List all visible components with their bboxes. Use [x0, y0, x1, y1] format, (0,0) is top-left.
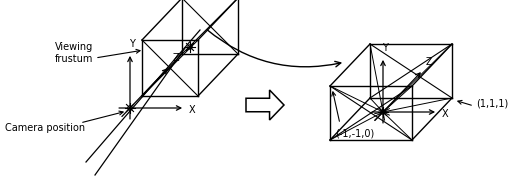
Text: Z: Z — [426, 57, 433, 67]
Text: X: X — [189, 105, 196, 115]
Text: Y: Y — [382, 43, 388, 53]
Text: Y: Y — [129, 39, 135, 49]
Text: (1,1,1): (1,1,1) — [476, 99, 508, 109]
Text: Camera position: Camera position — [5, 123, 85, 133]
Text: (-1,-1,0): (-1,-1,0) — [335, 128, 374, 138]
Text: Viewing
frustum: Viewing frustum — [55, 42, 93, 64]
Text: X: X — [442, 109, 448, 119]
FancyArrowPatch shape — [207, 30, 341, 67]
Text: Z: Z — [173, 53, 180, 63]
